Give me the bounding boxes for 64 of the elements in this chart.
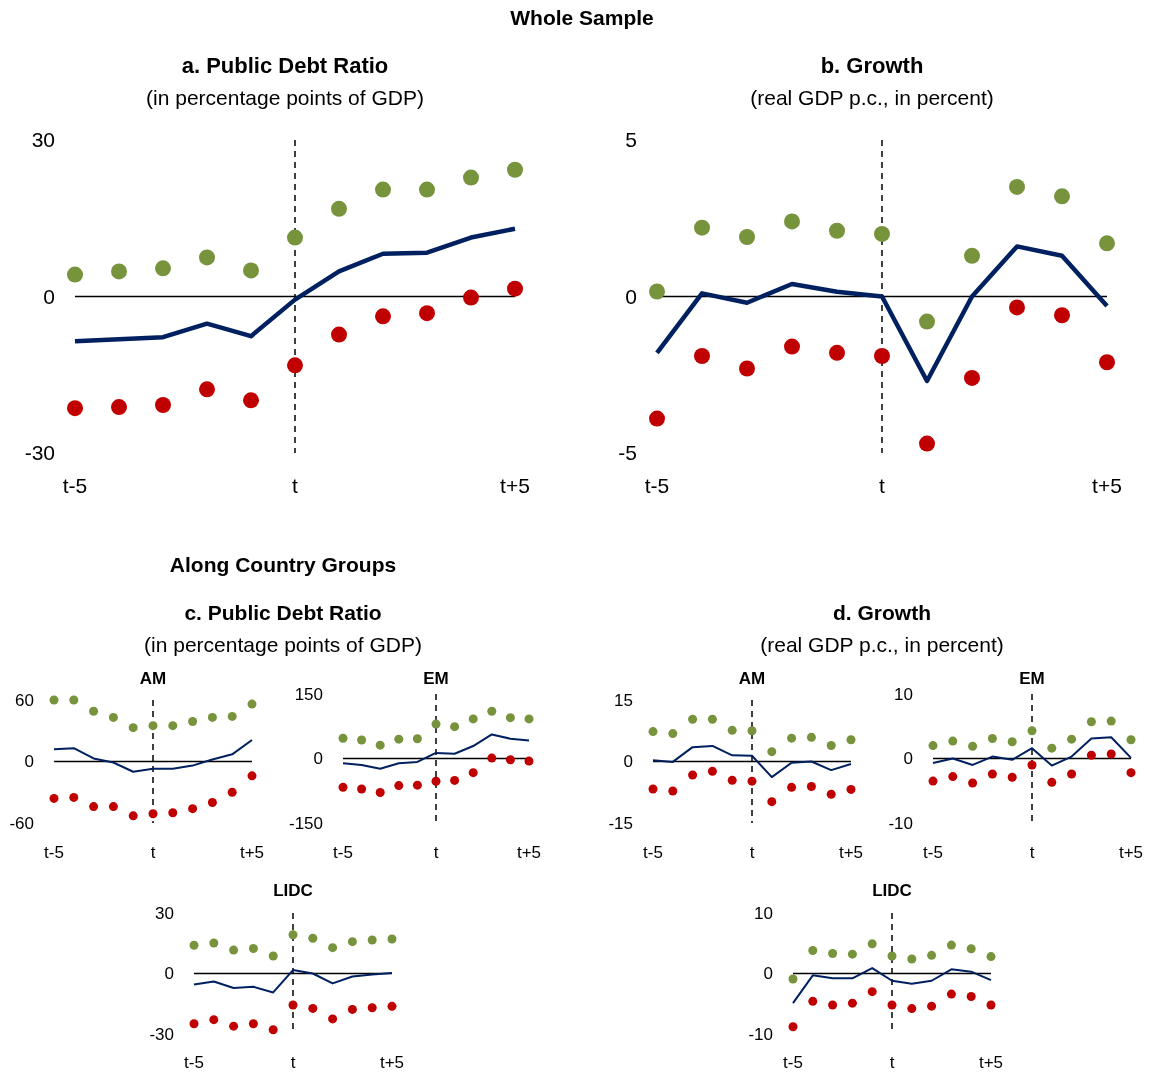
y-tick-label: -10 (888, 813, 913, 833)
chart-title: EM (423, 669, 449, 688)
x-tick-label: t (1029, 843, 1035, 862)
x-tick-label: t (433, 843, 439, 862)
x-tick-label: t+5 (500, 474, 530, 497)
text: Along Country Groups (169, 553, 397, 576)
text: Whole Sample (510, 6, 654, 29)
x-tick-label: t+5 (239, 843, 265, 862)
text: (real GDP p.c., in percent) (760, 633, 1004, 656)
y-tick-label: 0 (164, 964, 174, 984)
y-tick-label: 10 (754, 903, 773, 923)
x-tick-label: t-5 (643, 843, 663, 862)
chart-title: LIDC (872, 881, 912, 900)
text: d. Growth (833, 601, 931, 624)
chart-title: a. Public Debt Ratio (181, 53, 389, 78)
y-tick-label: -15 (608, 813, 633, 833)
x-tick-label: t (290, 1053, 296, 1072)
chart-title: AM (139, 669, 167, 688)
x-tick-label: t+5 (379, 1053, 405, 1072)
y-tick-label: 0 (43, 284, 55, 308)
x-tick-label: t (150, 843, 156, 862)
y-tick-label: 0 (24, 752, 34, 772)
y-tick-label: 30 (31, 128, 55, 152)
chart-title: b. Growth (820, 53, 924, 78)
y-tick-label: -5 (618, 441, 637, 465)
x-tick-label: t+5 (1118, 843, 1144, 862)
y-tick-label: -30 (24, 441, 55, 465)
x-tick-label: t (292, 474, 299, 497)
x-tick-label: t-5 (333, 843, 353, 862)
x-tick-label: t+5 (516, 843, 542, 862)
chart-title: LIDC (273, 881, 313, 900)
chart-subtitle: (in percentage points of GDP) (146, 86, 424, 109)
y-tick-label: -60 (9, 813, 34, 833)
x-tick-label: t-5 (44, 843, 64, 862)
x-tick-label: t+5 (1092, 474, 1122, 497)
x-tick-label: t-5 (923, 843, 943, 862)
x-tick-label: t (879, 474, 886, 497)
y-tick-label: 0 (625, 284, 637, 308)
x-tick-label: t-5 (783, 1053, 803, 1072)
y-tick-label: 0 (903, 749, 913, 769)
x-tick-label: t (749, 843, 755, 862)
y-tick-label: 0 (763, 964, 773, 984)
x-tick-label: t+5 (838, 843, 864, 862)
x-tick-label: t (889, 1053, 895, 1072)
y-tick-label: 0 (313, 749, 323, 769)
y-tick-label: 30 (155, 903, 174, 923)
y-tick-label: 60 (15, 690, 34, 710)
x-tick-label: t-5 (62, 474, 88, 497)
text: (in percentage points of GDP) (144, 633, 422, 656)
x-tick-label: t-5 (184, 1053, 204, 1072)
chart-title: AM (738, 669, 766, 688)
y-tick-label: -150 (288, 813, 323, 833)
chart-subtitle: (real GDP p.c., in percent) (750, 86, 994, 109)
y-tick-label: -10 (748, 1024, 773, 1044)
y-tick-label: 0 (623, 752, 633, 772)
y-tick-label: -30 (149, 1024, 174, 1044)
text: c. Public Debt Ratio (184, 601, 382, 624)
y-tick-label: 15 (614, 690, 633, 710)
x-tick-label: t+5 (978, 1053, 1004, 1072)
x-tick-label: t-5 (644, 474, 670, 497)
y-tick-label: 5 (625, 128, 637, 152)
y-tick-label: 150 (294, 684, 323, 704)
chart-title: EM (1019, 669, 1045, 688)
y-tick-label: 10 (894, 684, 913, 704)
